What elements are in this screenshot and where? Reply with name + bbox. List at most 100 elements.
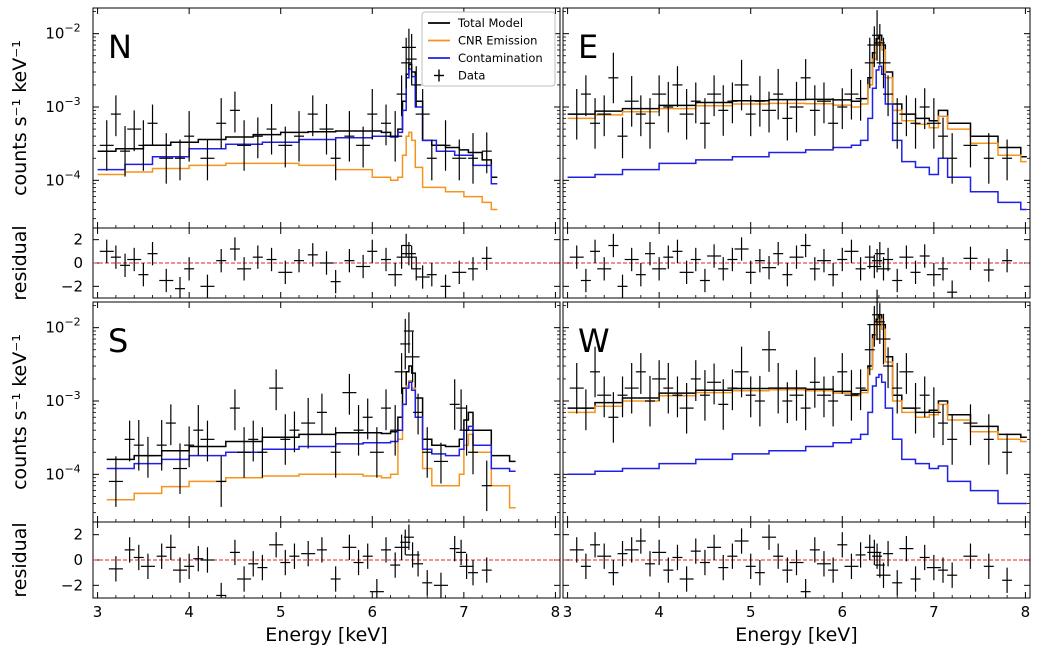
- data-point: [745, 95, 756, 137]
- data-point: [356, 126, 371, 168]
- data-point: [381, 389, 392, 431]
- residual-point: [773, 242, 784, 266]
- data-point: [252, 117, 263, 159]
- data-point: [773, 68, 784, 120]
- residual-point: [257, 554, 268, 581]
- residual-point: [266, 247, 277, 272]
- data-point: [718, 85, 729, 136]
- legend-entry-label: Contamination: [458, 51, 543, 65]
- data-point: [617, 117, 628, 159]
- residual-point: [762, 256, 777, 280]
- residual-point: [569, 245, 584, 269]
- data-point: [110, 95, 121, 137]
- data-point: [216, 98, 227, 149]
- data-point: [644, 98, 655, 149]
- residual-point: [899, 535, 914, 562]
- residual-point: [679, 260, 694, 284]
- residual-point: [644, 551, 655, 577]
- legend-entry-label: Total Model: [457, 16, 523, 30]
- x-tick-label: 5: [746, 603, 756, 621]
- residual-point: [816, 249, 831, 273]
- data-point: [867, 26, 882, 68]
- series-total-model: [567, 34, 1027, 158]
- data-point: [828, 375, 839, 427]
- residual-point: [174, 277, 185, 298]
- residual-point: [440, 274, 451, 298]
- data-point: [388, 111, 403, 162]
- series-cnr-emission: [97, 131, 498, 211]
- series-total-model: [567, 314, 1027, 439]
- residual-point: [124, 537, 135, 563]
- residual-point: [947, 280, 958, 298]
- data-point: [301, 397, 316, 449]
- data-point: [481, 460, 492, 512]
- data-point: [426, 139, 437, 181]
- residual-point: [800, 579, 811, 598]
- data-point: [319, 103, 334, 155]
- data-point: [679, 88, 694, 140]
- residual-point: [608, 560, 619, 586]
- data-point: [910, 382, 921, 434]
- y-tick-base: 10: [45, 392, 64, 410]
- residual-point: [919, 244, 930, 268]
- residual-point: [356, 254, 371, 279]
- data-point: [926, 98, 941, 149]
- data-point: [872, 289, 883, 341]
- x-tick-label: 6: [368, 603, 378, 621]
- data-point: [899, 353, 914, 394]
- data-point: [963, 404, 978, 446]
- data-point: [569, 362, 584, 414]
- data-point: [867, 305, 882, 347]
- y-tick-exponent: −4: [64, 168, 80, 181]
- data-point: [172, 443, 187, 494]
- data-point: [672, 66, 683, 107]
- residual-point: [855, 542, 866, 568]
- residual-point: [278, 260, 293, 284]
- data-point: [919, 376, 930, 418]
- residual-point: [800, 233, 811, 258]
- residual-point: [652, 539, 667, 566]
- residual-point: [307, 243, 318, 267]
- y-tick-exponent: −2: [64, 22, 80, 35]
- residual-point: [319, 251, 334, 275]
- residual-point: [468, 560, 479, 586]
- data-point: [216, 456, 227, 507]
- data-point: [762, 331, 777, 372]
- residual-point: [883, 247, 894, 272]
- residual-point: [433, 572, 448, 598]
- residual-point: [963, 543, 978, 569]
- residual-point: [1002, 567, 1013, 593]
- residual-point: [608, 233, 619, 258]
- residual-point: [837, 247, 848, 272]
- data-point: [362, 398, 373, 440]
- x-tick-label: 5: [276, 603, 286, 621]
- residual-point: [229, 539, 240, 566]
- residual-axis-label: residual: [9, 225, 31, 300]
- data-point: [855, 369, 866, 411]
- residual-point: [99, 239, 114, 263]
- residual-point: [876, 562, 891, 588]
- data-point: [919, 88, 930, 130]
- residual-point: [330, 566, 341, 592]
- data-point: [138, 120, 149, 171]
- y-tick-label: 10−4: [45, 168, 80, 189]
- y-tick-base: 10: [45, 319, 64, 337]
- y-tick-base: 10: [45, 98, 64, 116]
- data-point: [344, 111, 355, 162]
- residual-point: [635, 528, 646, 554]
- data-point: [855, 79, 866, 121]
- data-point: [734, 59, 749, 111]
- residual-point: [672, 544, 683, 571]
- data-point: [707, 363, 722, 405]
- residual-point: [362, 543, 373, 569]
- data-point: [415, 88, 430, 140]
- legend-box: [421, 11, 556, 87]
- data-point: [754, 76, 765, 127]
- data-point: [617, 376, 628, 418]
- residual-point: [844, 553, 859, 579]
- data-point: [330, 427, 341, 478]
- residual-axis-label: residual: [9, 522, 31, 597]
- x-tick-label: 7: [929, 603, 939, 621]
- data-point: [403, 312, 414, 354]
- residual-point: [663, 245, 674, 269]
